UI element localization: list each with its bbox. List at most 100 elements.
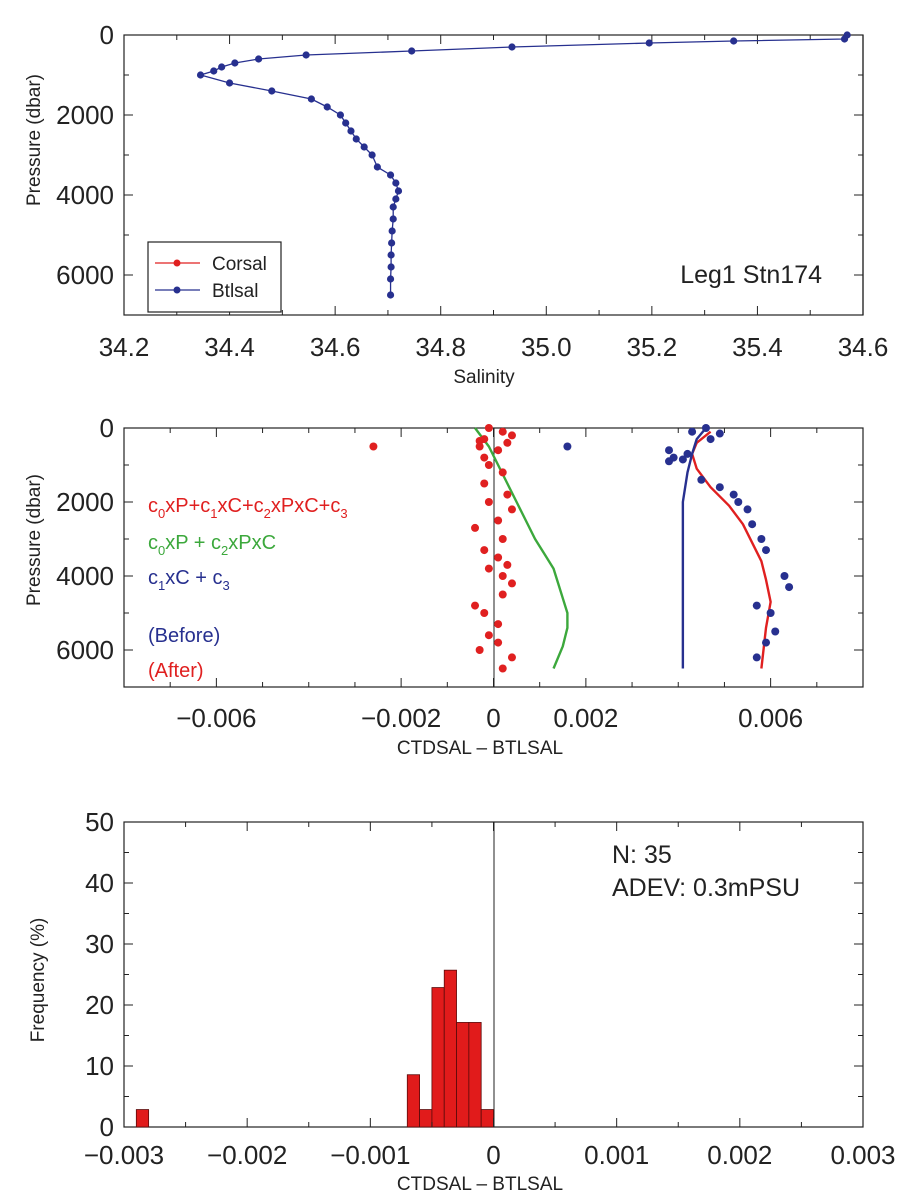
stats-n: N: 35 [612,841,672,869]
fit-blue-label: c1xC + c3 [148,567,230,593]
panel2-fit-curves [474,427,772,669]
histogram-bar-6 [468,1022,482,1128]
panel2-y-tick-labels: 0 2000 4000 6000 [56,413,114,665]
p2-after-point-15 [494,516,503,525]
p2-after-point-13 [484,498,493,506]
panel1-legend: Corsal Btlsal [147,241,282,313]
histogram-bar-2 [419,1109,433,1128]
p1-point-1-24 [392,179,400,187]
panel1-y-tick-labels: 0 2000 4000 6000 [56,20,114,290]
p1-ytick-label-1: 2000 [56,100,114,130]
p2-before-point-21 [766,609,775,617]
p2-xtick-label-0: −0.006 [176,703,256,733]
p1-point-1-22 [373,163,381,171]
p2-ytick-label-2: 4000 [56,561,114,591]
panel3-y-tick-labels: 0 10 20 30 40 50 [85,807,114,1142]
panel1-x-tick-labels: 34.2 34.4 34.6 34.8 35.0 35.2 35.4 34.6 [99,332,889,362]
p1-xtick-label-4: 35.0 [521,332,572,362]
p2-after-point-11 [480,479,489,488]
p2-before-point-16 [757,535,766,543]
p1-point-1-4 [508,43,516,51]
p3-xtick-label-6: 0.003 [830,1140,895,1170]
p2-before-point-14 [743,505,752,514]
panel1-series [196,31,851,299]
p2-after-point-26 [480,609,489,617]
p3-xtick-label-4: 0.001 [584,1140,649,1170]
histogram-bar-0 [135,1109,150,1128]
p2-before-point-20 [752,601,761,610]
stats-adev: ADEV: 0.3mPSU [612,874,800,902]
p3-xtick-label-1: −0.002 [207,1140,287,1170]
p2-after-point-19 [494,553,503,562]
p2-xtick-label-4: 0.006 [738,703,803,733]
panel2-xlabel: CTDSAL – BTLSAL [397,738,563,759]
p2-before-point-6 [683,449,692,458]
p2-after-point-25 [471,601,480,610]
panel2-ticks [123,427,864,687]
panel1-xlabel: Salinity [453,367,515,388]
panel1-annotation: Leg1 Stn174 [680,261,822,289]
p2-after-point-1 [484,424,493,432]
p1-xtick-label-2: 34.6 [310,332,361,362]
legend-btlsal-marker [173,286,181,294]
p1-point-1-20 [360,143,368,151]
p1-ytick-label-0: 0 [100,20,114,50]
p2-before-point-8 [678,455,687,464]
p1-point-1-14 [307,95,315,103]
panel3-ylabel: Frequency (%) [28,918,49,1043]
p1-xtick-label-7: 34.6 [838,332,889,362]
salinity-difference-panel: −0.006 −0.002 0 0.002 0.006 0 2000 4000 6000 CT… [24,413,864,759]
p3-ytick-label-1: 10 [85,1051,114,1081]
histogram-bar-1 [406,1074,420,1128]
p1-xtick-label-0: 34.2 [99,332,150,362]
p1-point-1-7 [255,55,263,63]
legend-btlsal-label: Btlsal [212,281,258,302]
p1-point-1-5 [408,47,416,55]
p2-after-point-24 [498,590,507,599]
p3-ytick-label-3: 30 [85,929,114,959]
p1-point-1-10 [210,67,218,75]
legend-corsal-label: Corsal [212,254,267,275]
p2-after-point-31 [507,653,516,662]
p1-point-1-32 [387,263,395,271]
panel2-ylabel: Pressure (dbar) [24,474,45,606]
p1-point-1-29 [388,227,396,235]
fit-red-label: c0xP+c1xC+c2xPxC+c3 [148,495,348,521]
p2-before-point-17 [762,546,771,555]
p1-point-1-30 [388,239,396,247]
panel3-xlabel: CTDSAL – BTLSAL [397,1174,563,1195]
histogram-bar-4 [443,969,457,1128]
p2-after-point-10 [498,468,507,477]
p2-before-point-10 [697,475,706,484]
p1-point-1-33 [386,275,395,283]
p2-ytick-label-3: 6000 [56,635,114,665]
p1-point-1-16 [336,111,345,119]
p2-before-point-11 [715,483,724,492]
p1-xtick-label-1: 34.4 [204,332,255,362]
histogram-bar-5 [456,1022,470,1128]
p1-point-1-12 [225,79,234,87]
p1-point-1-17 [342,119,350,127]
p3-ytick-label-0: 0 [100,1112,114,1142]
p2-after-point-0 [369,442,378,451]
p2-after-point-4 [503,438,512,447]
p2-after-point-30 [475,646,484,654]
histogram-panel: −0.003 −0.002 −0.001 0 0.001 0.002 0.003 0 10 20… [28,807,896,1195]
p2-after-point-7 [475,442,484,451]
p2-after-point-3 [507,431,516,440]
p1-point-1-9 [218,63,226,71]
p2-before-point-4 [706,435,715,444]
p1-point-1-26 [392,195,400,203]
p1-ytick-label-2: 4000 [56,180,114,210]
panel2-points [369,424,794,673]
p2-before-point-18 [780,572,789,580]
p3-ytick-label-2: 20 [85,990,114,1020]
p3-xtick-label-2: −0.001 [330,1140,410,1170]
p3-xtick-label-5: 0.002 [707,1140,772,1170]
p2-after-point-8 [480,453,489,462]
panel3-ticks [123,821,864,1128]
p2-fit-curve-2 [681,427,707,669]
panel1-ylabel: Pressure (dbar) [24,74,45,206]
p1-point-1-21 [368,151,376,159]
